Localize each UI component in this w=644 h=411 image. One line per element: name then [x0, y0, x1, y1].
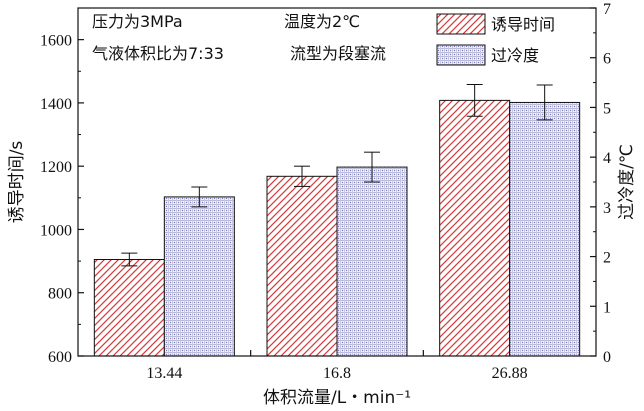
annotation-gas-liquid-ratio: 气液体积比为7:33	[92, 44, 224, 63]
y-axis-tick-label: 1000	[40, 222, 72, 239]
bar-subcooling	[509, 101, 581, 357]
y-axis-title: 诱导时间/s	[7, 141, 27, 224]
annotation-temperature: 温度为2℃	[284, 12, 360, 31]
x-axis-tick-label: 26.88	[492, 365, 528, 382]
annotation-flow-pattern: 流型为段塞流	[290, 44, 386, 63]
y-axis-tick-label: 600	[48, 349, 72, 366]
legend-swatch-induction-time	[436, 13, 486, 35]
y2-axis-title: 过冷度/℃	[617, 144, 637, 220]
bar-subcooling	[336, 166, 408, 357]
y2-axis-tick-label: 2	[603, 250, 611, 267]
legend-label-induction-time: 诱导时间	[491, 15, 555, 34]
bar-induction-time	[266, 175, 338, 357]
bar-induction-time	[439, 99, 511, 357]
y-axis-tick-label: 1200	[40, 159, 72, 176]
legend-swatch-subcooling	[436, 44, 486, 66]
y-axis-tick-label: 1600	[40, 33, 72, 50]
x-axis-title: 体积流量/L・min⁻¹	[263, 388, 411, 408]
y2-axis-tick-label: 3	[603, 200, 611, 217]
y-axis-tick-label: 1400	[40, 96, 72, 113]
legend-label-subcooling: 过冷度	[491, 46, 539, 65]
bar-subcooling	[163, 196, 235, 357]
y2-axis-tick-label: 0	[603, 349, 611, 366]
x-axis-tick-label: 16.8	[323, 365, 351, 382]
y2-axis-tick-label: 5	[603, 100, 611, 117]
plot-frame	[77, 7, 597, 357]
annotation-pressure: 压力为3MPa	[92, 12, 183, 31]
y2-axis-tick-label: 1	[603, 299, 611, 316]
y-axis-tick-label: 800	[48, 286, 72, 303]
y2-axis-tick-label: 6	[603, 51, 611, 68]
y2-axis-tick-label: 4	[603, 150, 611, 167]
legend: 诱导时间 过冷度	[436, 13, 555, 66]
x-axis-tick-label: 13.44	[146, 365, 182, 382]
y2-axis-tick-label: 7	[603, 1, 611, 18]
bar-induction-time	[93, 259, 165, 357]
